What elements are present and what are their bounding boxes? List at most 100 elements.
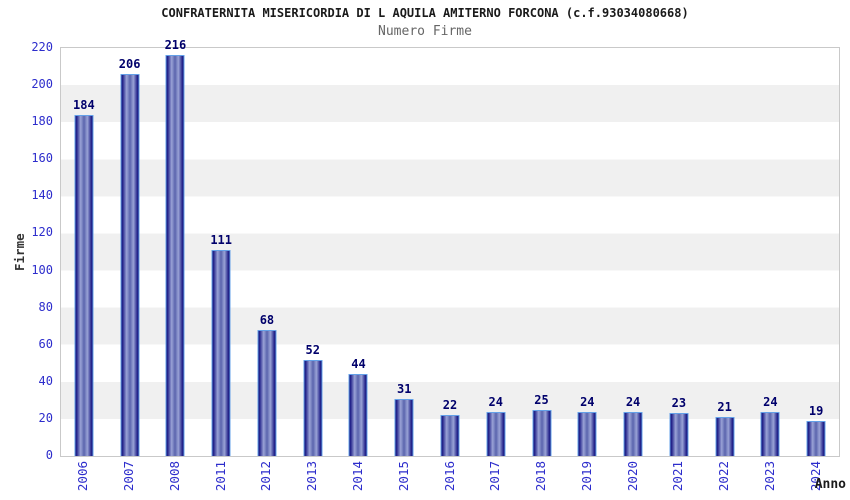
x-tick-2017: 2017 bbox=[472, 461, 518, 499]
bar-column-2015: 31 bbox=[381, 48, 427, 456]
bar-value-label: 31 bbox=[397, 381, 412, 396]
bar-column-2006: 184 bbox=[61, 48, 107, 456]
bar bbox=[760, 411, 780, 456]
x-axis-title: Anno bbox=[814, 477, 846, 492]
bar bbox=[623, 411, 643, 456]
x-axis-ticks: 2006 2007 2008 2011 2012 2013 2014 2015 2016 2017… bbox=[60, 461, 838, 499]
bar-value-label: 52 bbox=[305, 342, 320, 357]
bar bbox=[211, 250, 231, 456]
x-tick-2012: 2012 bbox=[243, 461, 289, 499]
plot-area: 184 206 216 111 68 52 44 31 22 24 25 24 24 23 21 24 19 bbox=[60, 39, 840, 457]
bar-column-2021: 23 bbox=[656, 48, 702, 456]
bar-column-2022: 21 bbox=[702, 48, 748, 456]
x-tick-label: 2018 bbox=[533, 461, 549, 492]
x-tick-label: 2011 bbox=[212, 461, 228, 492]
x-tick-label: 2006 bbox=[75, 461, 91, 492]
bar-value-label: 25 bbox=[534, 392, 549, 407]
bar bbox=[715, 417, 735, 456]
bar bbox=[532, 409, 552, 456]
bar bbox=[257, 329, 277, 456]
x-tick-2020: 2020 bbox=[609, 461, 655, 499]
x-tick-label: 2014 bbox=[349, 461, 365, 492]
x-tick-2023: 2023 bbox=[746, 461, 792, 499]
bar-column-2018: 25 bbox=[519, 48, 565, 456]
bar-value-label: 111 bbox=[210, 233, 233, 248]
bar bbox=[394, 398, 414, 456]
y-axis-ticks: 0 20 40 60 80 100 120 140 160 180 200 220 bbox=[0, 40, 53, 462]
bar bbox=[74, 114, 94, 456]
x-tick-label: 2019 bbox=[578, 461, 594, 492]
x-tick-2014: 2014 bbox=[335, 461, 381, 499]
x-tick-label: 2013 bbox=[304, 461, 320, 492]
x-tick-2011: 2011 bbox=[197, 461, 243, 499]
bar-column-2013: 52 bbox=[290, 48, 336, 456]
bar bbox=[440, 415, 460, 456]
chart-subtitle: Numero Firme bbox=[378, 24, 472, 39]
bar-column-2007: 206 bbox=[107, 48, 153, 456]
x-tick-label: 2016 bbox=[441, 461, 457, 492]
bar-value-label: 184 bbox=[73, 97, 95, 112]
x-tick-2019: 2019 bbox=[563, 461, 609, 499]
bar-column-2023: 24 bbox=[747, 48, 793, 456]
bar-column-2012: 68 bbox=[244, 48, 290, 456]
bar-column-2008: 216 bbox=[153, 39, 199, 456]
x-tick-2022: 2022 bbox=[701, 461, 747, 499]
x-tick-label: 2022 bbox=[716, 461, 732, 492]
y-tick-label: 60 bbox=[38, 336, 53, 351]
bar-value-label: 24 bbox=[580, 394, 595, 409]
bar-column-2011: 111 bbox=[198, 48, 244, 456]
bar-value-label: 24 bbox=[763, 394, 778, 409]
x-tick-label: 2020 bbox=[624, 461, 640, 492]
x-tick-label: 2023 bbox=[761, 461, 777, 492]
bar bbox=[165, 55, 185, 456]
bar-column-2014: 44 bbox=[336, 48, 382, 456]
bar-value-label: 216 bbox=[164, 38, 187, 53]
bar bbox=[577, 411, 597, 456]
x-tick-label: 2007 bbox=[121, 461, 137, 492]
x-tick-label: 2012 bbox=[258, 461, 274, 492]
x-tick-2021: 2021 bbox=[655, 461, 701, 499]
x-tick-label: 2021 bbox=[670, 461, 686, 492]
chart-title: CONFRATERNITA MISERICORDIA DI L AQUILA A… bbox=[161, 6, 689, 20]
bar bbox=[303, 359, 323, 456]
y-tick-label: 100 bbox=[31, 262, 53, 277]
bar-column-2020: 24 bbox=[610, 48, 656, 456]
bar-value-label: 206 bbox=[118, 56, 141, 71]
x-tick-2016: 2016 bbox=[426, 461, 472, 499]
bar bbox=[669, 413, 689, 456]
x-tick-2006: 2006 bbox=[60, 461, 106, 499]
x-tick-label: 2015 bbox=[395, 461, 411, 492]
bar-value-label: 24 bbox=[625, 394, 641, 409]
y-tick-label: 160 bbox=[31, 151, 53, 166]
bar bbox=[806, 420, 826, 456]
y-tick-label: 200 bbox=[31, 77, 53, 92]
bar-column-2019: 24 bbox=[564, 48, 610, 456]
y-tick-label: 20 bbox=[38, 410, 53, 425]
bar-value-label: 19 bbox=[808, 403, 824, 418]
y-tick-label: 40 bbox=[38, 373, 53, 388]
x-tick-2008: 2008 bbox=[152, 461, 198, 499]
y-tick-label: 180 bbox=[31, 114, 53, 129]
bar-value-label: 22 bbox=[442, 398, 458, 413]
bars-container: 184 206 216 111 68 52 44 31 22 24 25 24 24 23 21 24 19 bbox=[61, 39, 839, 456]
x-tick-2013: 2013 bbox=[289, 461, 335, 499]
bar-value-label: 24 bbox=[488, 394, 503, 409]
bar-column-2017: 24 bbox=[473, 48, 519, 456]
y-tick-label: 140 bbox=[31, 188, 53, 203]
y-tick-label: 120 bbox=[31, 225, 53, 240]
bar-value-label: 23 bbox=[671, 396, 687, 411]
y-tick-label: 0 bbox=[45, 448, 53, 462]
bar-value-label: 44 bbox=[351, 357, 366, 372]
bar-value-label: 21 bbox=[717, 400, 732, 415]
x-tick-2007: 2007 bbox=[106, 461, 152, 499]
x-tick-label: 2008 bbox=[166, 461, 182, 492]
bar bbox=[120, 73, 140, 456]
bar-column-2024: 19 bbox=[793, 48, 839, 456]
bar bbox=[486, 411, 506, 456]
bar-value-label: 68 bbox=[259, 312, 275, 327]
x-tick-2018: 2018 bbox=[518, 461, 564, 499]
y-tick-label: 220 bbox=[31, 40, 53, 54]
bar bbox=[348, 374, 368, 456]
x-tick-2015: 2015 bbox=[380, 461, 426, 499]
